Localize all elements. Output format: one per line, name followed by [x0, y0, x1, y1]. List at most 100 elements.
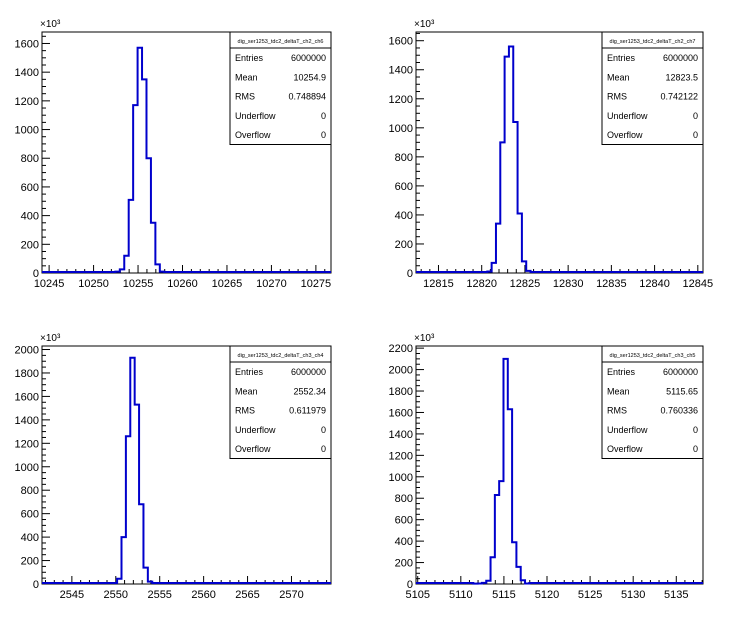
y-tick-label: 800 [21, 485, 39, 497]
stats-value: 0 [693, 111, 698, 121]
y-tick-label: 1200 [15, 96, 39, 108]
x-tick-label: 2550 [104, 589, 128, 601]
stats-histogram-name: dig_ser1253_tdc2_deltaT_ch3_ch4 [238, 353, 324, 359]
stats-label: Entries [607, 367, 636, 377]
stats-value: 6000000 [663, 53, 698, 63]
y-tick-label: 600 [395, 515, 413, 527]
stats-value: 0 [321, 130, 326, 140]
y-tick-label: 600 [395, 181, 413, 193]
y-tick-label: 1000 [389, 123, 413, 135]
stats-label: Mean [607, 386, 630, 396]
histogram-line [416, 357, 703, 585]
stats-label: Mean [607, 72, 630, 82]
x-tick-label: 2555 [147, 589, 171, 601]
stats-value: 10254.9 [293, 72, 326, 82]
x-tick-label: 10270 [256, 278, 287, 290]
y-tick-label: 800 [395, 152, 413, 164]
x-tick-label: 10250 [78, 278, 109, 290]
stats-box [601, 31, 704, 145]
x-tick-label: 12845 [683, 278, 714, 290]
stats-histogram-name: dig_ser1253_tdc2_deltaT_ch2_ch6 [238, 39, 324, 45]
y-tick-label: 1600 [389, 36, 413, 48]
y-tick-label: 1800 [15, 368, 39, 380]
y-tick-label: 1000 [389, 472, 413, 484]
histogram-panel-1: 10245 10250 10255 10260 10265 10270 10275 0 200 4… [15, 19, 332, 290]
x-tick-label: 12835 [596, 278, 627, 290]
stats-value: 2552.34 [293, 386, 326, 396]
x-tick-label: 2570 [279, 589, 303, 601]
x-tick-label: 12840 [639, 278, 670, 290]
histogram-line [42, 356, 331, 584]
stats-box [229, 31, 332, 145]
stats-value: 0 [321, 444, 326, 454]
y-tick-label: 0 [407, 579, 413, 591]
stats-label: Entries [235, 367, 264, 377]
stats-value: 0 [693, 444, 698, 454]
y-tick-label: 1600 [15, 391, 39, 403]
y-tick-label: 200 [395, 558, 413, 570]
y-tick-label: 1400 [389, 65, 413, 77]
stats-label: Underflow [607, 425, 648, 435]
y-tick-label: 1600 [15, 38, 39, 50]
y-tick-label: 800 [21, 153, 39, 165]
y-tick-label: 2000 [15, 345, 39, 357]
x-tick-label: 12820 [466, 278, 497, 290]
stats-value: 6000000 [291, 367, 326, 377]
stats-label: Overflow [235, 130, 271, 140]
stats-label: Mean [235, 386, 258, 396]
stats-value: 6000000 [291, 53, 326, 63]
stats-value: 6000000 [663, 367, 698, 377]
y-tick-label: 600 [21, 182, 39, 194]
stats-value: 0.760336 [660, 406, 698, 416]
stats-label: Underflow [235, 111, 276, 121]
x-tick-label: 5115 [492, 589, 516, 601]
y-tick-label: 0 [407, 268, 413, 280]
y-tick-label: 200 [21, 556, 39, 568]
y-tick-label: 1000 [15, 125, 39, 137]
histogram-panel-4: 5105 5110 5115 5120 5125 5130 5135 0 200 400 600 80… [389, 333, 704, 601]
stats-label: RMS [607, 92, 627, 102]
stats-label: Underflow [235, 425, 276, 435]
y-axis-multiplier: ×10³ [40, 333, 61, 344]
y-tick-label: 1400 [389, 429, 413, 441]
x-tick-label: 10275 [301, 278, 332, 290]
y-tick-label: 1200 [389, 94, 413, 106]
x-tick-label: 5130 [621, 589, 645, 601]
stats-label: Entries [235, 53, 264, 63]
x-tick-label: 2560 [191, 589, 215, 601]
stats-box [601, 345, 704, 459]
x-tick-label: 10265 [212, 278, 243, 290]
x-tick-label: 5105 [405, 589, 429, 601]
stats-label: Entries [607, 53, 636, 63]
stats-value: 5115.65 [666, 386, 698, 396]
y-tick-label: 1200 [389, 450, 413, 462]
y-tick-label: 1400 [15, 67, 39, 79]
y-tick-label: 400 [395, 536, 413, 548]
y-tick-label: 200 [21, 239, 39, 251]
stats-value: 12823.5 [665, 72, 698, 82]
y-tick-label: 1600 [389, 407, 413, 419]
y-tick-label: 2200 [389, 343, 413, 355]
x-tick-label: 12830 [553, 278, 584, 290]
x-tick-label: 10255 [123, 278, 154, 290]
y-tick-label: 400 [21, 532, 39, 544]
histogram-panel-2: 12815 12820 12825 12830 12835 12840 12845 0 200 4… [389, 19, 714, 290]
histogram-line [42, 46, 331, 273]
x-tick-label: 2545 [60, 589, 84, 601]
y-axis-multiplier: ×10³ [40, 19, 61, 30]
stats-label: Mean [235, 72, 258, 82]
stats-label: RMS [235, 92, 255, 102]
y-axis-multiplier: ×10³ [414, 19, 435, 30]
x-tick-label: 5125 [578, 589, 602, 601]
x-tick-label: 10260 [167, 278, 198, 290]
histogram-bin [499, 481, 503, 584]
stats-value: 0 [321, 425, 326, 435]
stats-value: 0 [321, 111, 326, 121]
stats-label: RMS [607, 406, 627, 416]
stats-label: Overflow [235, 444, 271, 454]
y-tick-label: 0 [33, 268, 39, 280]
histogram-line [416, 45, 703, 273]
stats-label: Overflow [607, 444, 643, 454]
x-tick-label: 10245 [34, 278, 65, 290]
